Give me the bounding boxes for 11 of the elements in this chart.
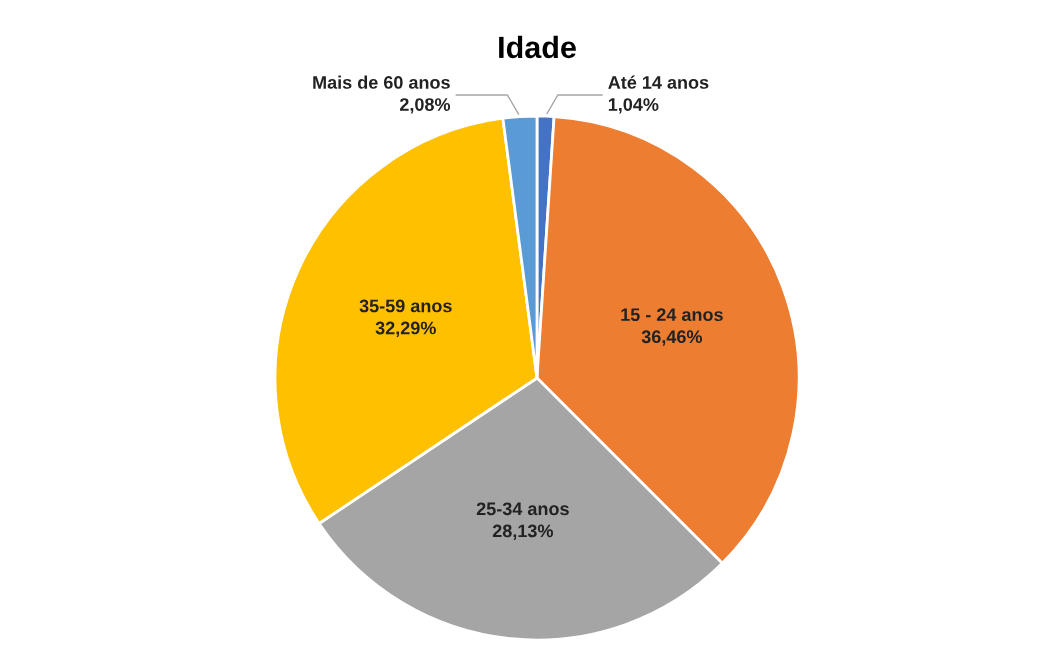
data-label: 2,08%	[399, 98, 451, 114]
chart-title: Idade	[499, 35, 576, 59]
data-label: 36,46%	[641, 330, 703, 346]
data-label: 28,13%	[492, 524, 553, 540]
slice-label: 25-34 anos	[476, 502, 569, 516]
slice-label: Até 14 anos	[608, 75, 709, 89]
slice-label: 35-59 anos	[359, 299, 452, 313]
data-label: 32,29%	[375, 321, 436, 337]
slice-label: 15 - 24 anos	[621, 308, 723, 322]
data-label: 1,04%	[608, 98, 659, 114]
slice-label: Mais de 60 anos	[313, 75, 450, 89]
